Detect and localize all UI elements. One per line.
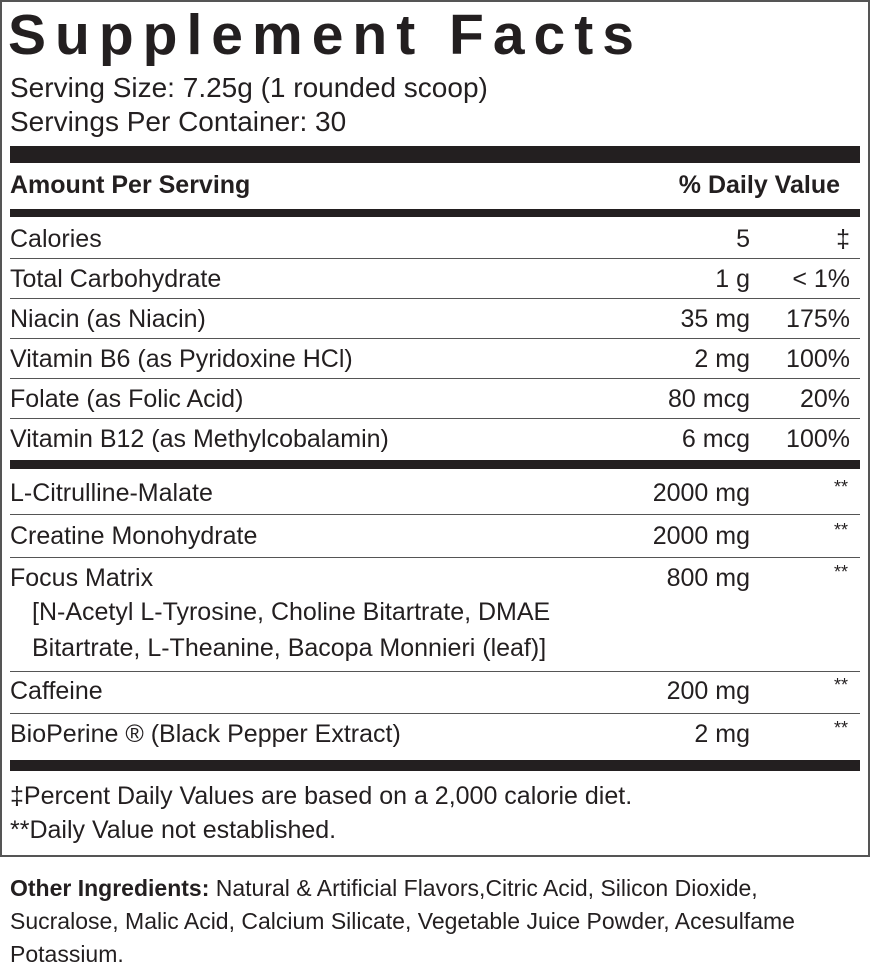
row-divider [10, 514, 860, 515]
focus-matrix-components: Bitartrate, L-Theanine, Bacopa Monnieri … [32, 634, 547, 662]
column-header: Amount Per Serving % Daily Value [10, 168, 840, 202]
medium-divider [10, 460, 860, 469]
row-divider [10, 338, 860, 339]
row-divider [10, 713, 860, 714]
row-divider [10, 258, 860, 259]
row-divider [10, 298, 860, 299]
servings-per-container: Servings Per Container: 30 [10, 106, 347, 137]
footnote-not-established: **Daily Value not established. [10, 816, 337, 844]
row-divider [10, 378, 860, 379]
other-ingredients-label: Other Ingredients: [10, 875, 210, 901]
other-ingredients: Other Ingredients: Natural & Artificial … [10, 872, 830, 971]
footnote-daily-value: ‡Percent Daily Values are based on a 2,0… [10, 782, 633, 810]
thick-divider [10, 146, 860, 163]
other-ingredients-text: Natural & Artificial Flavors,Citric Acid… [10, 875, 795, 967]
row-divider [10, 418, 860, 419]
thick-divider [10, 760, 860, 771]
panel-title: Supplement Facts [8, 3, 643, 67]
serving-size: Serving Size: 7.25g (1 rounded scoop) [10, 72, 488, 103]
supplement-facts-panel [0, 0, 870, 857]
amount-per-serving-label: Amount Per Serving [10, 171, 251, 199]
daily-value-label: % Daily Value [678, 171, 840, 199]
medium-divider [10, 209, 860, 217]
focus-matrix-components: [N-Acetyl L-Tyrosine, Choline Bitartrate… [32, 598, 551, 626]
row-divider [10, 557, 860, 558]
row-divider [10, 671, 860, 672]
